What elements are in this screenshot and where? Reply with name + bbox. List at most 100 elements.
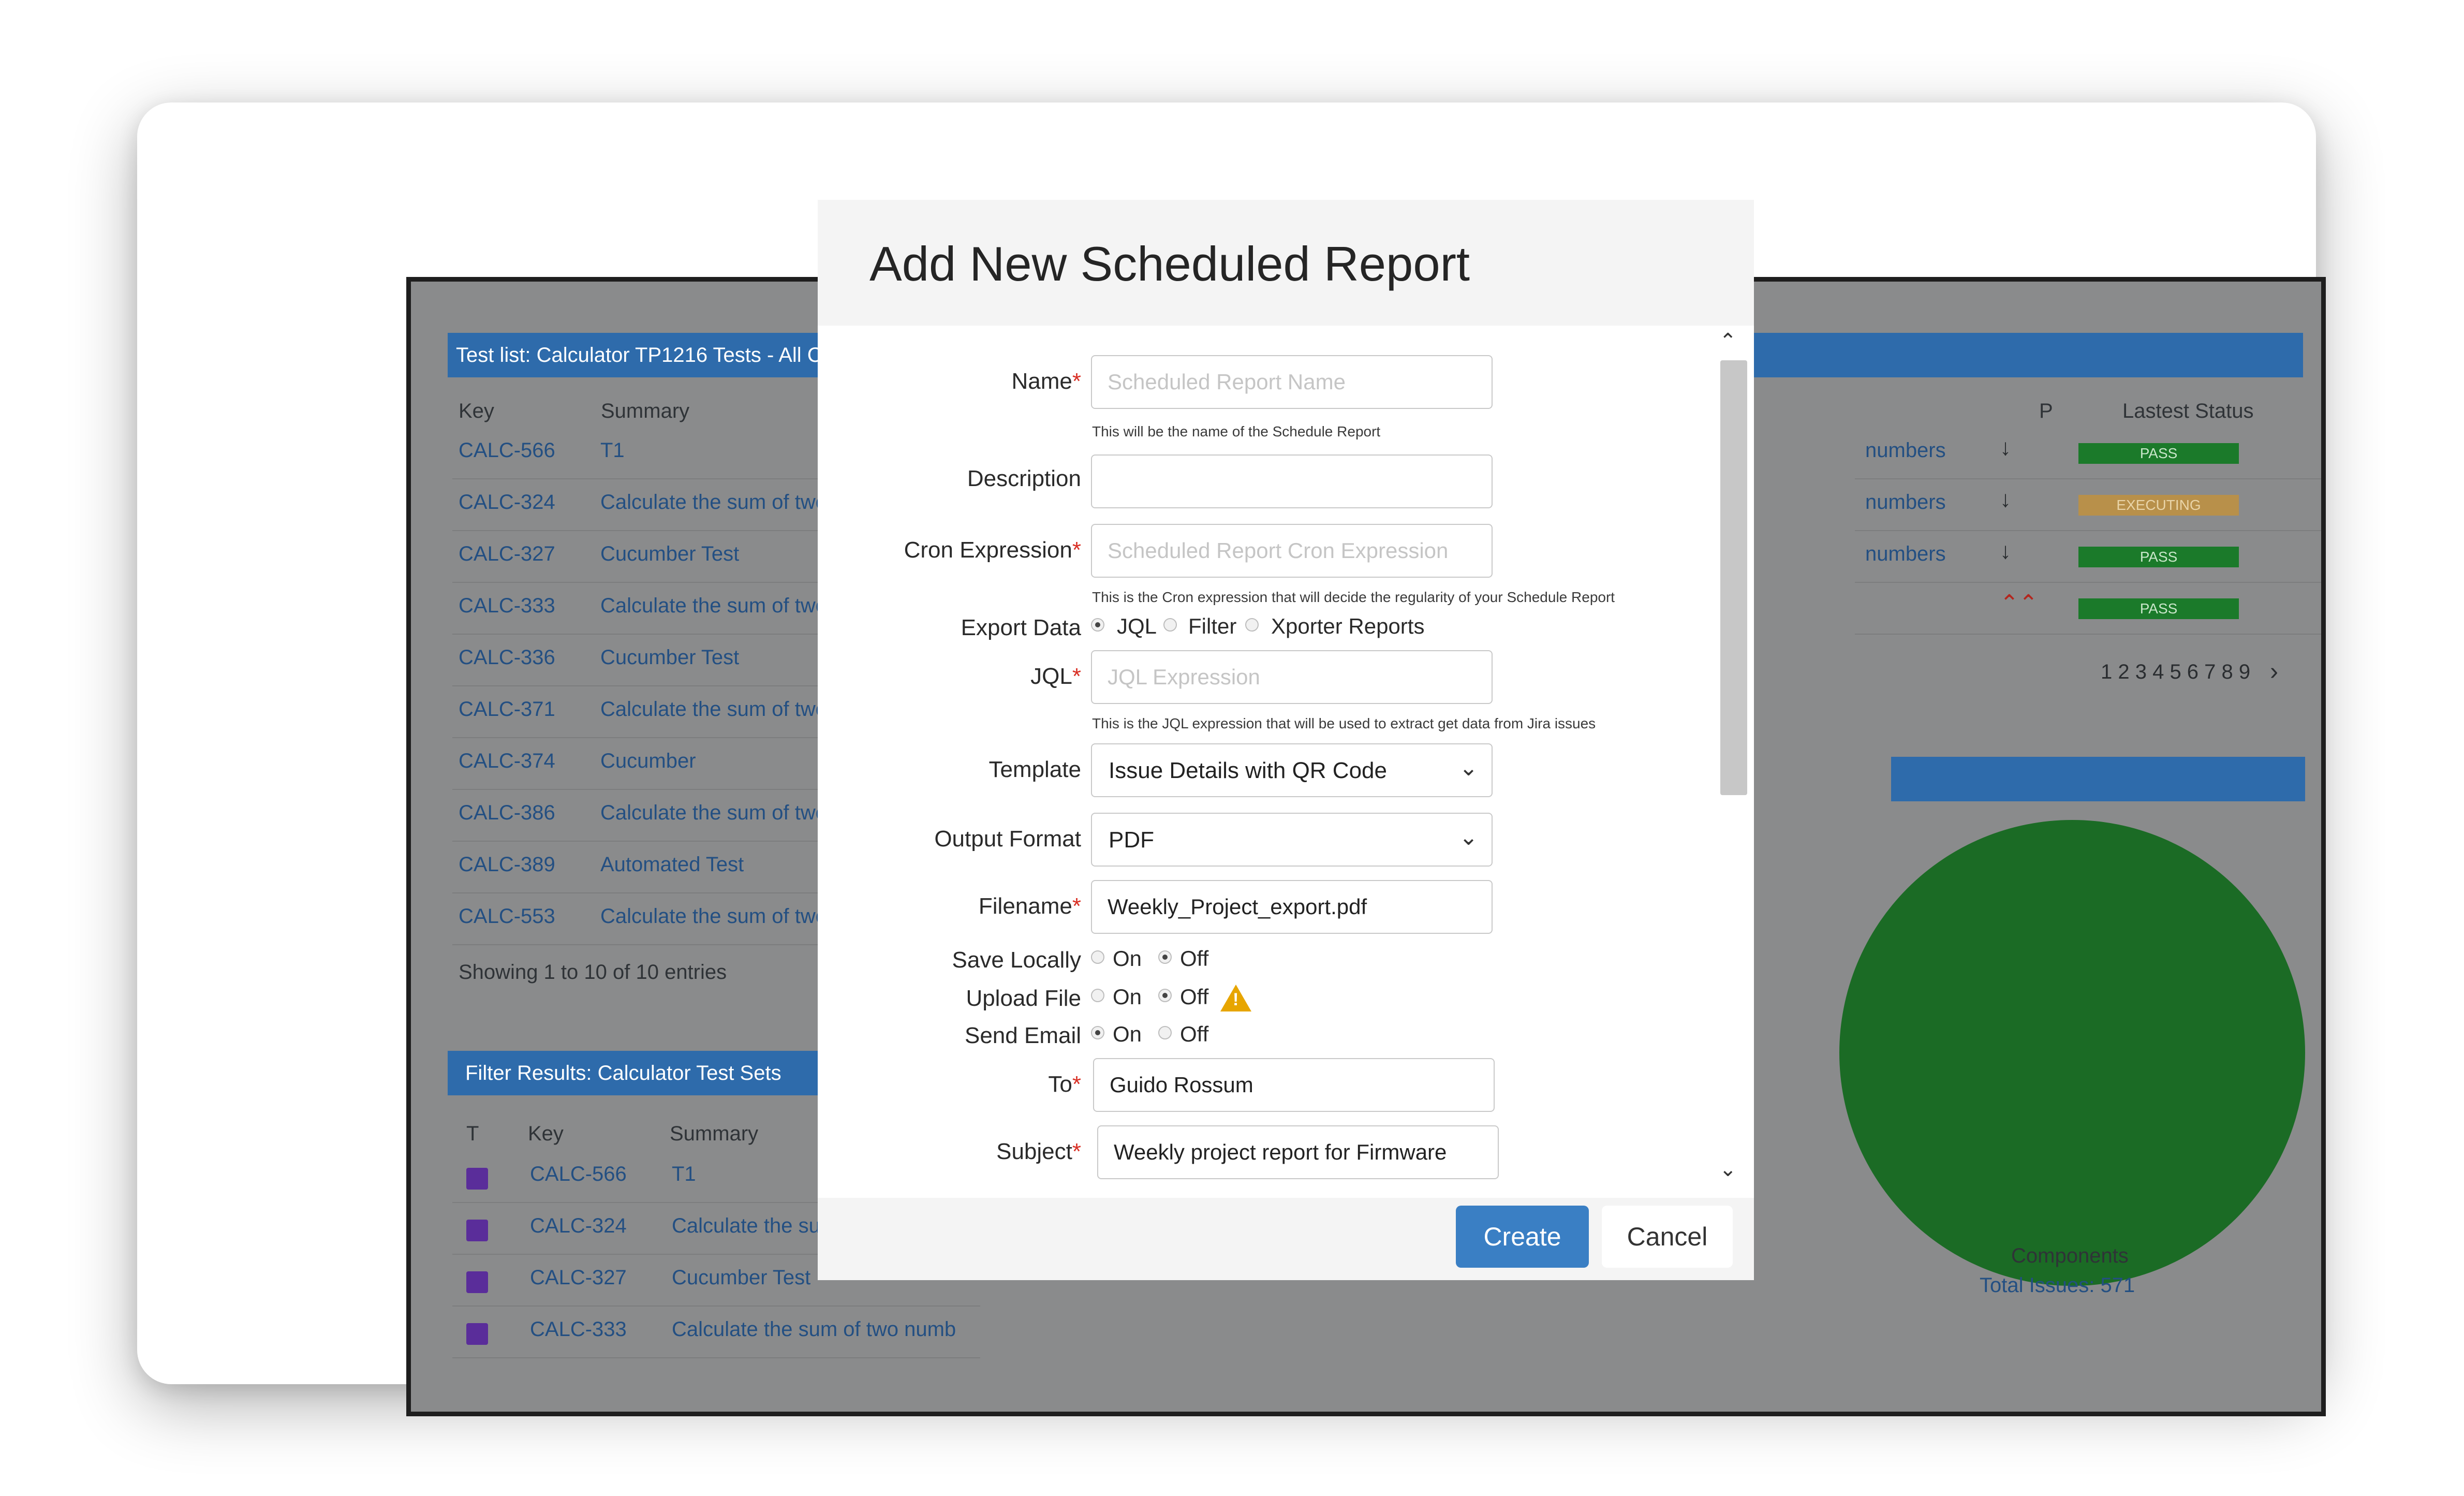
components-pie bbox=[1839, 820, 2305, 1286]
priority-low-icon: ↓ bbox=[2000, 435, 2011, 460]
issue-key[interactable]: CALC-553 bbox=[459, 905, 555, 928]
template-label: Template bbox=[988, 757, 1081, 782]
output-format-select[interactable]: PDF ⌄ bbox=[1091, 813, 1493, 867]
col-summary: Summary bbox=[601, 400, 690, 422]
scheduled-report-dialog: Add New Scheduled Report ⌃ ⌄ Name* This … bbox=[818, 200, 1754, 1280]
issue-summary: Cucumber bbox=[600, 750, 696, 772]
export-xporter-label[interactable]: Xporter Reports bbox=[1271, 614, 1425, 638]
issue-key[interactable]: CALC-333 bbox=[459, 594, 555, 617]
issue-key[interactable]: CALC-333 bbox=[530, 1318, 627, 1341]
components-header bbox=[1891, 757, 2305, 801]
col-key: Key bbox=[528, 1122, 564, 1145]
col-type: T bbox=[466, 1122, 479, 1145]
table-row[interactable]: CALC-327 Cucumber Test bbox=[452, 531, 980, 583]
issue-key[interactable]: CALC-336 bbox=[459, 646, 555, 669]
chevron-down-icon: ⌄ bbox=[1459, 825, 1478, 850]
description-label: Description bbox=[967, 466, 1081, 491]
table-row[interactable]: CALC-374 Cucumber bbox=[452, 738, 980, 790]
scroll-down-icon[interactable]: ⌄ bbox=[1719, 1158, 1737, 1181]
jql-label: JQL* bbox=[1030, 664, 1081, 689]
dialog-header: Add New Scheduled Report bbox=[818, 200, 1754, 326]
issue-summary: Cucumber Test bbox=[600, 542, 740, 565]
table-row[interactable]: CALC-389 Automated Test bbox=[452, 842, 980, 893]
issue-summary: T1 bbox=[600, 439, 625, 462]
save-locally-off-label[interactable]: Off bbox=[1180, 946, 1209, 971]
issue-key[interactable]: CALC-386 bbox=[459, 801, 555, 824]
table-row[interactable]: CALC-336 Cucumber Test bbox=[452, 635, 980, 686]
list-item[interactable]: CALC-333 Calculate the sum of two numb bbox=[452, 1307, 980, 1358]
col-priority: P bbox=[2039, 400, 2053, 422]
issue-key[interactable]: CALC-324 bbox=[530, 1214, 627, 1237]
jql-input[interactable] bbox=[1091, 650, 1493, 704]
showing-entries: Showing 1 to 10 of 10 entries bbox=[459, 961, 727, 984]
table-row-right: numbers ↓ PASS bbox=[1855, 428, 2321, 479]
upload-file-off-label[interactable]: Off bbox=[1180, 985, 1209, 1009]
table-row[interactable]: CALC-566 T1 bbox=[452, 428, 980, 479]
scroll-up-icon[interactable]: ⌃ bbox=[1719, 330, 1737, 353]
filename-label: Filename* bbox=[978, 893, 1081, 919]
pagination[interactable]: 1 2 3 4 5 6 7 8 9 bbox=[2101, 661, 2251, 683]
status-badge: PASS bbox=[2078, 443, 2239, 464]
table-row-right: numbers ↓ EXECUTING bbox=[1855, 479, 2321, 531]
issue-key[interactable]: CALC-566 bbox=[459, 439, 555, 462]
upload-file-radio-group: On Off bbox=[1091, 985, 1267, 1016]
cancel-button[interactable]: Cancel bbox=[1602, 1206, 1733, 1268]
upload-file-off-radio[interactable] bbox=[1158, 989, 1172, 1002]
export-jql-radio[interactable] bbox=[1091, 618, 1104, 632]
filename-input[interactable] bbox=[1091, 880, 1493, 934]
cron-input[interactable] bbox=[1091, 524, 1493, 578]
components-total: Total Issues: 571 bbox=[1980, 1274, 2135, 1297]
send-email-off-radio[interactable] bbox=[1158, 1026, 1172, 1039]
cron-help: This is the Cron expression that will de… bbox=[1092, 589, 1615, 605]
export-filter-label[interactable]: Filter bbox=[1188, 614, 1237, 638]
issue-summary-tail: numbers bbox=[1865, 491, 1946, 514]
table-row[interactable]: CALC-386 Calculate the sum of two numbers bbox=[452, 790, 980, 842]
save-locally-on-label[interactable]: On bbox=[1113, 946, 1142, 971]
issue-key[interactable]: CALC-371 bbox=[459, 698, 555, 721]
description-textarea[interactable] bbox=[1091, 454, 1493, 508]
issue-key[interactable]: CALC-324 bbox=[459, 491, 555, 514]
create-button[interactable]: Create bbox=[1456, 1206, 1589, 1268]
list-item[interactable]: CALC-566 T1 bbox=[452, 1151, 980, 1203]
issue-summary: Automated Test bbox=[600, 853, 744, 876]
issue-summary: Cucumber Test bbox=[600, 646, 740, 669]
test-set-icon bbox=[466, 1323, 488, 1345]
issue-key[interactable]: CALC-327 bbox=[530, 1266, 627, 1289]
col-key: Key bbox=[459, 400, 494, 422]
export-jql-label[interactable]: JQL bbox=[1117, 614, 1157, 638]
scrollbar-thumb[interactable] bbox=[1720, 360, 1747, 795]
cron-label: Cron Expression* bbox=[904, 537, 1081, 563]
subject-label: Subject* bbox=[996, 1139, 1081, 1164]
export-filter-radio[interactable] bbox=[1163, 618, 1177, 632]
issue-key[interactable]: CALC-374 bbox=[459, 750, 555, 772]
send-email-on-radio[interactable] bbox=[1091, 1026, 1104, 1039]
send-email-label: Send Email bbox=[964, 1023, 1081, 1048]
issue-summary: Calculate the sum of two numb bbox=[672, 1318, 956, 1341]
send-email-on-label[interactable]: On bbox=[1113, 1022, 1142, 1046]
table-row-right: numbers ↓ PASS bbox=[1855, 531, 2321, 583]
issue-key[interactable]: CALC-327 bbox=[459, 542, 555, 565]
subject-input[interactable] bbox=[1097, 1125, 1499, 1179]
warning-icon[interactable] bbox=[1220, 985, 1251, 1011]
upload-file-on-label[interactable]: On bbox=[1113, 985, 1142, 1009]
export-xporter-radio[interactable] bbox=[1245, 618, 1259, 632]
save-locally-on-radio[interactable] bbox=[1091, 950, 1104, 964]
col-summary: Summary bbox=[670, 1122, 759, 1145]
send-email-off-label[interactable]: Off bbox=[1180, 1022, 1209, 1046]
dialog-footer bbox=[818, 1198, 1754, 1280]
name-input[interactable] bbox=[1091, 355, 1493, 409]
to-input[interactable] bbox=[1093, 1058, 1495, 1112]
template-select[interactable]: Issue Details with QR Code ⌄ bbox=[1091, 743, 1493, 797]
next-page-icon[interactable]: › bbox=[2270, 658, 2278, 685]
issue-key[interactable]: CALC-389 bbox=[459, 853, 555, 876]
jql-help: This is the JQL expression that will be … bbox=[1092, 715, 1596, 731]
issue-key[interactable]: CALC-566 bbox=[530, 1163, 627, 1185]
upload-file-label: Upload File bbox=[966, 986, 1081, 1011]
upload-file-on-radio[interactable] bbox=[1091, 989, 1104, 1002]
list-item[interactable]: CALC-327 Cucumber Test bbox=[452, 1255, 980, 1307]
test-set-icon bbox=[466, 1271, 488, 1293]
output-format-label: Output Format bbox=[934, 826, 1081, 852]
status-badge: PASS bbox=[2078, 598, 2239, 619]
save-locally-off-radio[interactable] bbox=[1158, 950, 1172, 964]
components-label: Components bbox=[2011, 1244, 2129, 1267]
